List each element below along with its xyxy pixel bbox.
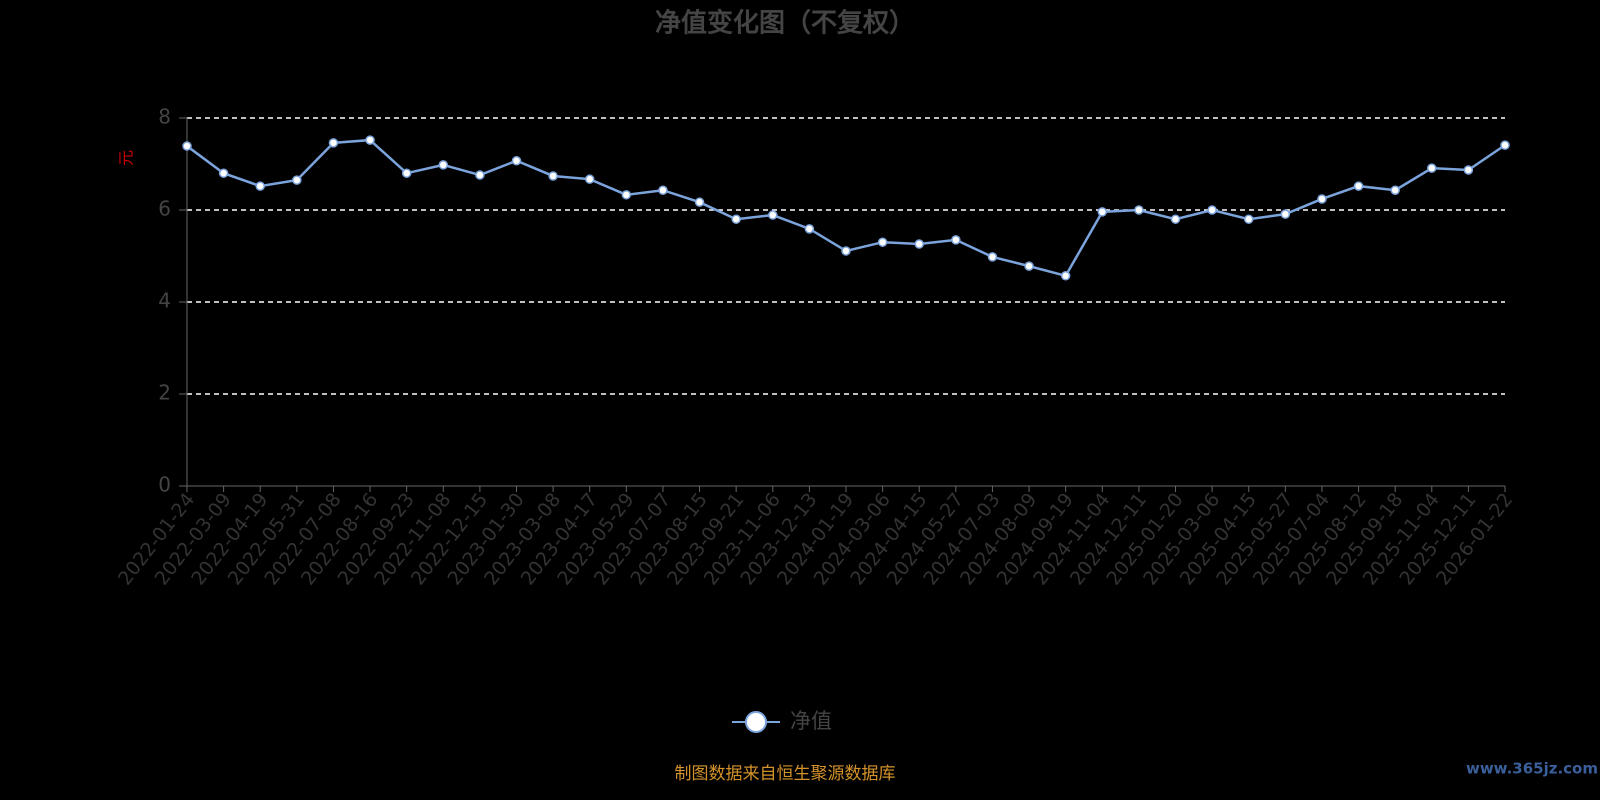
legend-label: 净值 [790, 709, 832, 733]
data-point [731, 214, 741, 224]
data-point [1500, 140, 1510, 150]
y-tick-label: 8 [158, 105, 171, 129]
data-point [1134, 205, 1144, 215]
y-tick-label: 4 [158, 289, 171, 313]
data-point [1280, 209, 1291, 219]
data-point [328, 138, 339, 148]
y-tick-label: 6 [158, 197, 171, 221]
y-tick-label: 2 [158, 381, 171, 405]
y-axis-title: 元 [117, 150, 136, 166]
data-point [1097, 207, 1108, 217]
data-point [584, 174, 595, 184]
data-point [621, 190, 632, 200]
source-note: 制图数据来自恒生聚源数据库 [675, 764, 896, 784]
data-point [182, 141, 192, 151]
data-point [1207, 205, 1217, 215]
data-point [1024, 261, 1034, 271]
data-point [365, 135, 375, 145]
legend-marker [745, 711, 767, 733]
data-point [804, 224, 815, 234]
data-point [1353, 181, 1364, 191]
data-point [1170, 214, 1181, 224]
data-point [475, 170, 485, 180]
data-point [877, 237, 888, 247]
data-point [1390, 185, 1400, 195]
data-point [292, 175, 302, 185]
data-point [1427, 163, 1437, 173]
data-point [951, 235, 961, 245]
data-point [511, 156, 522, 166]
data-point [438, 160, 449, 170]
data-point [841, 246, 851, 256]
chart-title: 净值变化图（不复权） [655, 8, 915, 39]
data-point [548, 171, 558, 181]
data-point [255, 181, 265, 191]
watermark: www.365jz.com [1466, 760, 1598, 778]
data-point [1463, 165, 1474, 175]
data-point [987, 252, 998, 262]
data-point [401, 168, 412, 178]
y-tick-label: 0 [158, 473, 171, 497]
data-point [694, 197, 705, 207]
data-point [768, 210, 778, 220]
data-point [1317, 194, 1327, 204]
data-point [914, 239, 924, 249]
data-point [1060, 271, 1071, 281]
data-point [1243, 214, 1254, 224]
data-point [658, 185, 668, 195]
data-point [218, 168, 229, 178]
